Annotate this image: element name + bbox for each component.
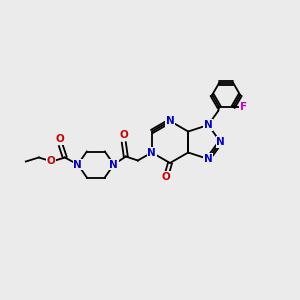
Text: N: N [216,137,225,147]
Text: N: N [166,116,174,126]
Text: O: O [46,157,55,166]
Text: N: N [204,154,212,164]
Text: N: N [204,120,212,130]
Text: O: O [162,172,170,182]
Text: F: F [240,102,247,112]
Text: O: O [56,134,64,145]
Text: O: O [119,130,128,140]
Text: N: N [147,148,156,158]
Text: N: N [110,160,118,170]
Text: N: N [74,160,82,170]
